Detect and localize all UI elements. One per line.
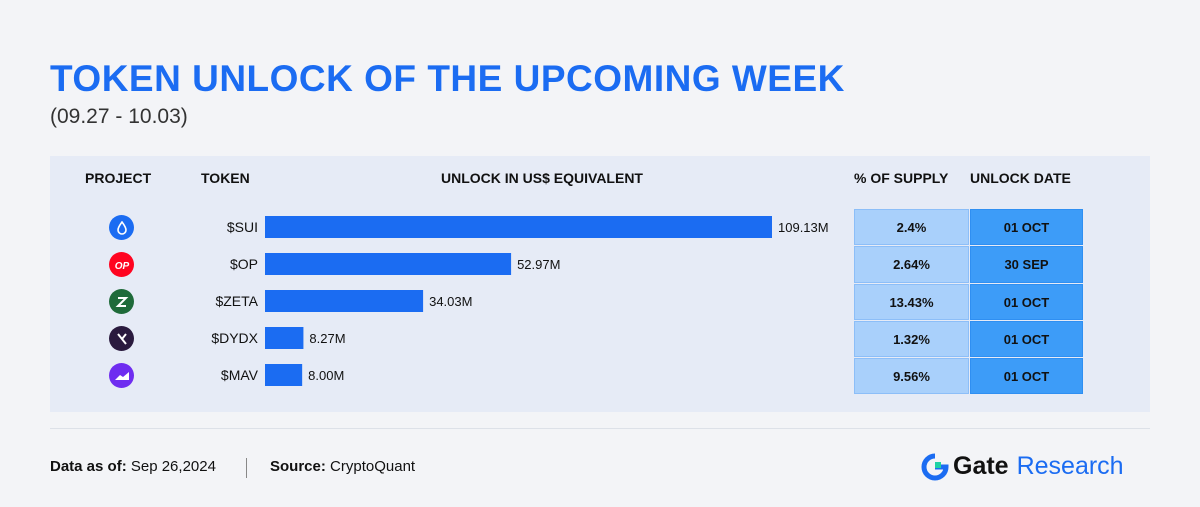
date-range-subtitle: (09.27 - 10.03) [50,105,188,128]
bar-value-label: 8.27M [309,331,345,346]
header-date: UNLOCK DATE [970,170,1071,186]
unlock-bar [265,290,424,312]
unlock-bar [265,327,304,349]
token-label: $SUI [227,219,258,235]
source-label: Source: [270,458,326,475]
token-label: $MAV [221,367,259,383]
supply-cell-dydx: 1.32% [854,321,969,357]
supply-cell-mav: 9.56% [854,358,969,394]
token-label: $ZETA [215,293,258,309]
bar-value-label: 8.00M [308,368,344,383]
date-cell-dydx: 01 OCT [970,321,1083,357]
bar-value-label: 109.13M [778,220,829,235]
header-project: PROJECT [85,170,152,186]
data-as-of: Data as of: Sep 26,2024 [50,458,216,475]
gate-logo-icon [921,453,949,480]
supply-cell-zeta: 13.43% [854,284,969,320]
maverick-icon [109,363,134,388]
supply-cell-sui: 2.4% [854,209,969,245]
footer-separator [246,458,247,478]
token-label: $OP [230,256,258,272]
brand-name: Gate [953,452,1009,480]
svg-text:OP: OP [114,261,129,271]
page-title: TOKEN UNLOCK OF THE UPCOMING WEEK [50,58,845,99]
optimism-icon: OP [109,252,134,277]
dydx-icon [109,326,134,351]
header-unlock: UNLOCK IN US$ EQUIVALENT [441,170,643,186]
header-token: TOKEN [201,170,250,186]
sui-icon [109,215,134,240]
token-label: $DYDX [211,330,258,346]
gate-research-logo: Gate Research [921,452,1124,481]
unlock-bar [265,216,772,238]
header-supply: % OF SUPPLY [854,170,949,186]
brand-suffix: Research [1016,452,1124,480]
source-value: CryptoQuant [330,458,416,475]
unlock-bar [265,253,512,275]
date-cell-zeta: 01 OCT [970,284,1083,320]
footer-divider [50,428,1150,429]
supply-cell-op: 2.64% [854,246,969,283]
bar-value-label: 34.03M [429,294,472,309]
source: Source: CryptoQuant [270,458,415,475]
data-as-of-label: Data as of: [50,458,127,475]
unlock-bar [265,364,303,386]
data-as-of-value: Sep 26,2024 [130,458,216,475]
bar-value-label: 52.97M [517,257,560,272]
date-cell-op: 30 SEP [970,246,1083,283]
date-cell-sui: 01 OCT [970,209,1083,245]
date-cell-mav: 01 OCT [970,358,1083,394]
zeta-icon [109,289,134,314]
